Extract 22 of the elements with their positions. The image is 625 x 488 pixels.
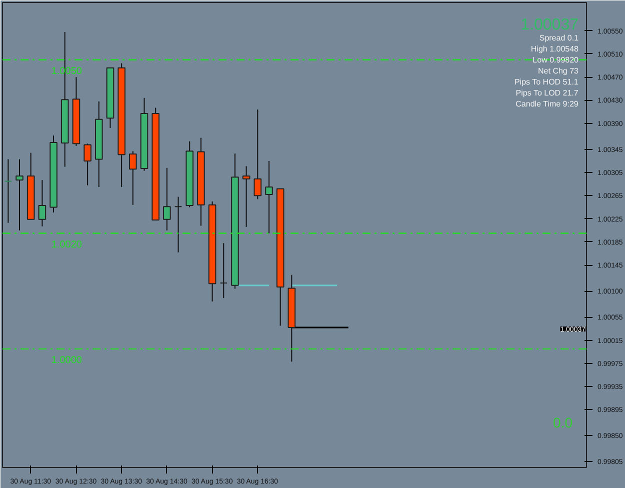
annotation: Low 0.99820: [532, 56, 580, 64]
annotation: Spread 0.1: [539, 34, 580, 42]
annotation: 1.00037: [520, 16, 579, 34]
candlestick: [265, 160, 273, 234]
candlestick: [4, 158, 12, 224]
annotation: 0.0: [553, 414, 573, 430]
candlestick: [242, 166, 250, 228]
candlestick: [84, 143, 92, 186]
candlestick: [220, 242, 228, 299]
annotation: Pips To LOD 21.7: [516, 88, 579, 98]
annotation: Pips To HOD 51.1: [514, 78, 579, 86]
candlestick: [174, 196, 182, 253]
ref-line-label: 1.0020: [51, 239, 82, 250]
candlestick: [163, 167, 171, 231]
annotation: Candle Time 9:29: [516, 100, 579, 108]
candlestick: [254, 108, 262, 200]
candlestick: [38, 180, 46, 227]
ref-line-label: 1.0000: [51, 354, 82, 366]
annotation: Net Chg 73: [538, 66, 580, 76]
candlestick: [16, 158, 24, 231]
candlestick: [129, 150, 137, 206]
annotation: High 1.00548: [530, 44, 580, 54]
